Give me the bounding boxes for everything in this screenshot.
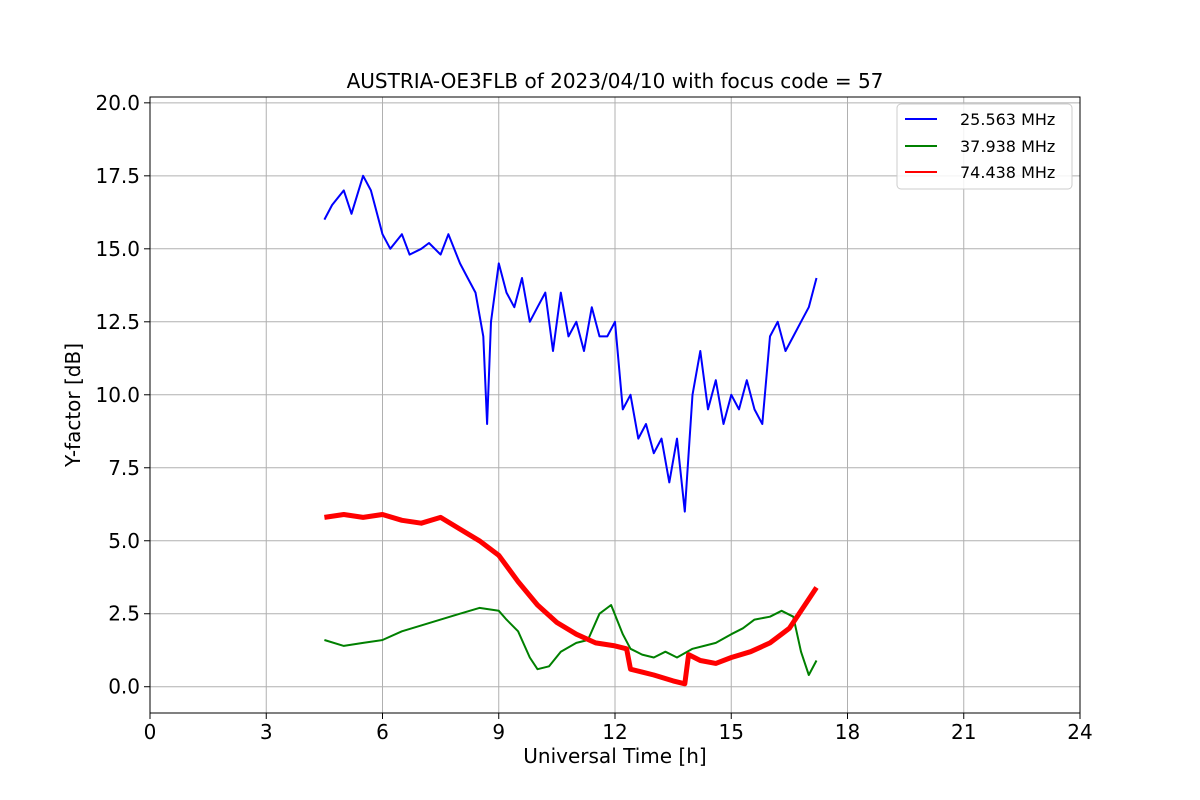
y-tick-label: 5.0 xyxy=(108,529,140,553)
y-axis-label: Y-factor [dB] xyxy=(61,343,85,468)
legend-box xyxy=(896,103,1073,190)
legend-label-37938: 37.938 MHz xyxy=(960,137,1055,156)
x-axis-label: Universal Time [h] xyxy=(523,744,706,768)
x-tick-label: 3 xyxy=(260,720,273,744)
y-tick-label: 17.5 xyxy=(95,164,140,188)
legend-label-74438: 74.438 MHz xyxy=(960,163,1055,182)
y-tick-label: 20.0 xyxy=(95,91,140,115)
x-tick-label: 6 xyxy=(376,720,389,744)
y-tick-label: 7.5 xyxy=(108,456,140,480)
x-tick-label: 0 xyxy=(144,720,157,744)
x-tick-label: 15 xyxy=(719,720,744,744)
series-line-74-438-mhz xyxy=(324,512,819,687)
y-tick-label: 2.5 xyxy=(108,602,140,626)
x-tick-label: 21 xyxy=(951,720,976,744)
legend: 25.563 MHz 37.938 MHz 74.438 MHz xyxy=(896,103,1073,190)
x-tick-label: 18 xyxy=(835,720,860,744)
ticks: 0 3 6 9 12 15 18 21 24 0.0 2.5 5.0 7.5 10.0 12.5 15.0 17… xyxy=(95,91,1092,744)
y-tick-label: 15.0 xyxy=(95,237,140,261)
x-tick-label: 9 xyxy=(492,720,505,744)
y-tick-label: 10.0 xyxy=(95,383,140,407)
series-line-25-563-mhz xyxy=(323,174,818,513)
y-tick-label: 0.0 xyxy=(108,675,140,699)
x-tick-label: 24 xyxy=(1067,720,1092,744)
x-tick-label: 12 xyxy=(602,720,627,744)
series-line-37-938-mhz xyxy=(324,604,818,676)
series-layer xyxy=(323,174,819,687)
y-tick-label: 12.5 xyxy=(95,310,140,334)
legend-label-25563: 25.563 MHz xyxy=(960,110,1055,129)
chart-title: AUSTRIA-OE3FLB of 2023/04/10 with focus … xyxy=(347,69,884,93)
